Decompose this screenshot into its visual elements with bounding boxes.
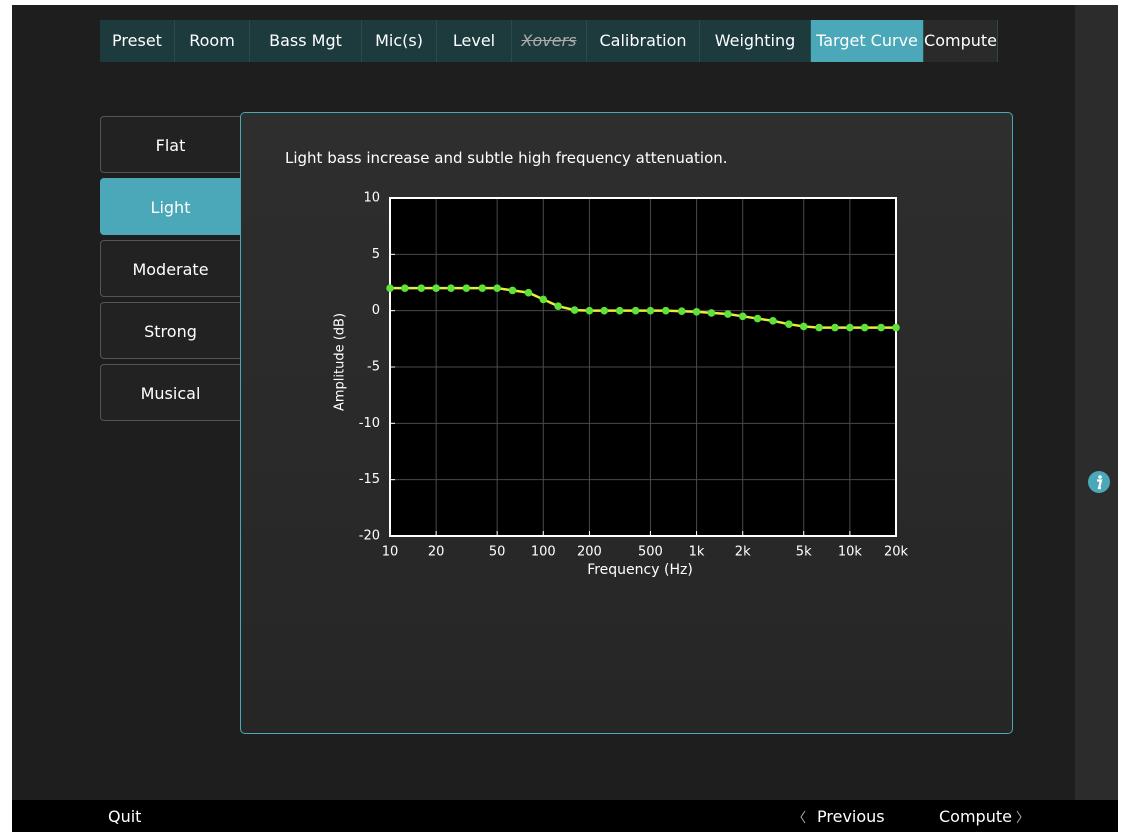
info-icon[interactable]	[1087, 470, 1111, 494]
point	[401, 284, 409, 292]
footer: Quit Previous Compute	[12, 800, 1118, 832]
x-tick-label: 1k	[689, 545, 705, 560]
chevron-right	[1016, 810, 1022, 824]
x-axis-label: Frequency (Hz)	[587, 562, 693, 578]
tab[interactable]: Bass Mgt	[250, 20, 362, 62]
point	[799, 322, 808, 331]
tab[interactable]: Mic(s)	[362, 20, 437, 62]
point	[600, 306, 609, 315]
point	[508, 286, 517, 295]
point	[615, 306, 624, 315]
point	[631, 306, 640, 315]
tab[interactable]: Level	[437, 20, 512, 62]
point	[785, 320, 793, 328]
point	[432, 284, 440, 292]
preset-button[interactable]: Strong	[100, 302, 240, 359]
y-axis-label: Amplitude (dB)	[333, 313, 348, 411]
point	[462, 284, 471, 292]
y-tick-label: 5	[372, 247, 380, 262]
point	[707, 309, 716, 317]
y-tick-label: -15	[359, 472, 380, 487]
x-tick-label: 10k	[838, 545, 863, 560]
tab[interactable]: Weighting	[700, 20, 811, 62]
x-tick-label: 200	[577, 545, 602, 560]
point	[570, 306, 579, 314]
quit-button[interactable]: Quit	[108, 807, 142, 826]
preset-button[interactable]: Musical	[100, 364, 240, 421]
chevron-left	[800, 810, 806, 824]
x-tick-label: 2k	[735, 545, 751, 560]
point	[892, 323, 900, 332]
line	[390, 286, 896, 329]
tab[interactable]: Xovers	[512, 20, 587, 62]
point	[831, 323, 839, 332]
point	[554, 302, 562, 310]
tab[interactable]: Target Curve	[811, 20, 924, 62]
tab[interactable]: Room	[175, 20, 250, 62]
previous-button[interactable]: Previous	[817, 807, 885, 826]
y-tick-label: -5	[367, 360, 380, 375]
x-tick-label: 20k	[884, 545, 909, 560]
point	[478, 284, 487, 292]
point	[585, 306, 594, 315]
preset-button[interactable]: Moderate	[100, 240, 240, 297]
point	[662, 306, 670, 315]
preset-button[interactable]: Flat	[100, 116, 240, 173]
y-tick-label: 10	[363, 191, 380, 206]
x-tick-label: 500	[638, 545, 663, 560]
point	[386, 284, 394, 292]
tab[interactable]: Calibration	[587, 20, 700, 62]
x-tick-label: 5k	[796, 545, 812, 560]
description: Light bass increase and subtle high freq…	[285, 149, 728, 167]
chart: Amplitude (dB) Frequency (Hz) -20 -15 -10 -…	[333, 191, 909, 579]
point	[524, 288, 533, 297]
tab[interactable]: Preset	[100, 20, 175, 62]
point	[846, 323, 854, 332]
y-tick-label: -20	[359, 529, 380, 544]
point	[815, 323, 823, 332]
point	[447, 284, 455, 292]
point	[493, 284, 501, 292]
x-tick-label: 20	[428, 545, 445, 560]
point	[769, 317, 777, 325]
point	[860, 323, 869, 332]
point	[753, 314, 762, 323]
point	[738, 312, 747, 321]
preset-button[interactable]: Light	[100, 178, 240, 235]
y-tick-label: 0	[372, 303, 380, 318]
point	[692, 307, 701, 316]
point	[539, 295, 548, 304]
side-strip	[1075, 5, 1118, 800]
tab[interactable]: Compute	[924, 20, 998, 62]
x-tick-label: 100	[531, 545, 556, 560]
plot-frame	[389, 197, 897, 537]
point	[646, 306, 655, 315]
x-tick-label: 50	[489, 545, 506, 560]
point	[877, 323, 885, 332]
y-tick-label: -10	[359, 416, 380, 431]
point	[417, 284, 426, 292]
next-button[interactable]: Compute	[939, 807, 1012, 826]
x-tick-label: 10	[382, 545, 399, 560]
point	[724, 310, 732, 318]
point	[677, 307, 686, 316]
